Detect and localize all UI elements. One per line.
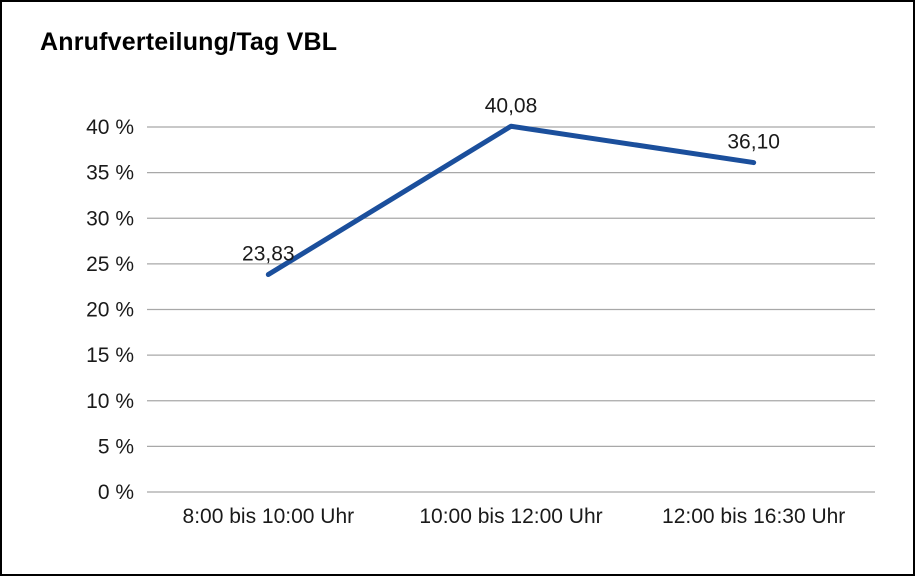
y-tick-label: 0 %	[98, 481, 134, 504]
x-axis-label: 10:00 bis 12:00 Uhr	[419, 505, 602, 528]
y-tick-label: 10 %	[86, 390, 134, 413]
y-tick-label: 15 %	[86, 344, 134, 367]
x-axis-label: 12:00 bis 16:30 Uhr	[662, 505, 845, 528]
data-label: 36,10	[727, 131, 780, 154]
data-label: 23,83	[242, 243, 295, 266]
y-tick-label: 30 %	[86, 207, 134, 230]
y-tick-label: 20 %	[86, 299, 134, 322]
y-tick-label: 35 %	[86, 162, 134, 185]
series-line	[265, 123, 757, 278]
data-label: 40,08	[485, 94, 538, 117]
y-tick-label: 5 %	[98, 435, 134, 458]
y-tick-label: 25 %	[86, 253, 134, 276]
x-axis-label: 8:00 bis 10:00 Uhr	[183, 505, 355, 528]
chart-title: Anrufverteilung/Tag VBL	[40, 28, 338, 56]
y-tick-label: 40 %	[86, 116, 134, 139]
